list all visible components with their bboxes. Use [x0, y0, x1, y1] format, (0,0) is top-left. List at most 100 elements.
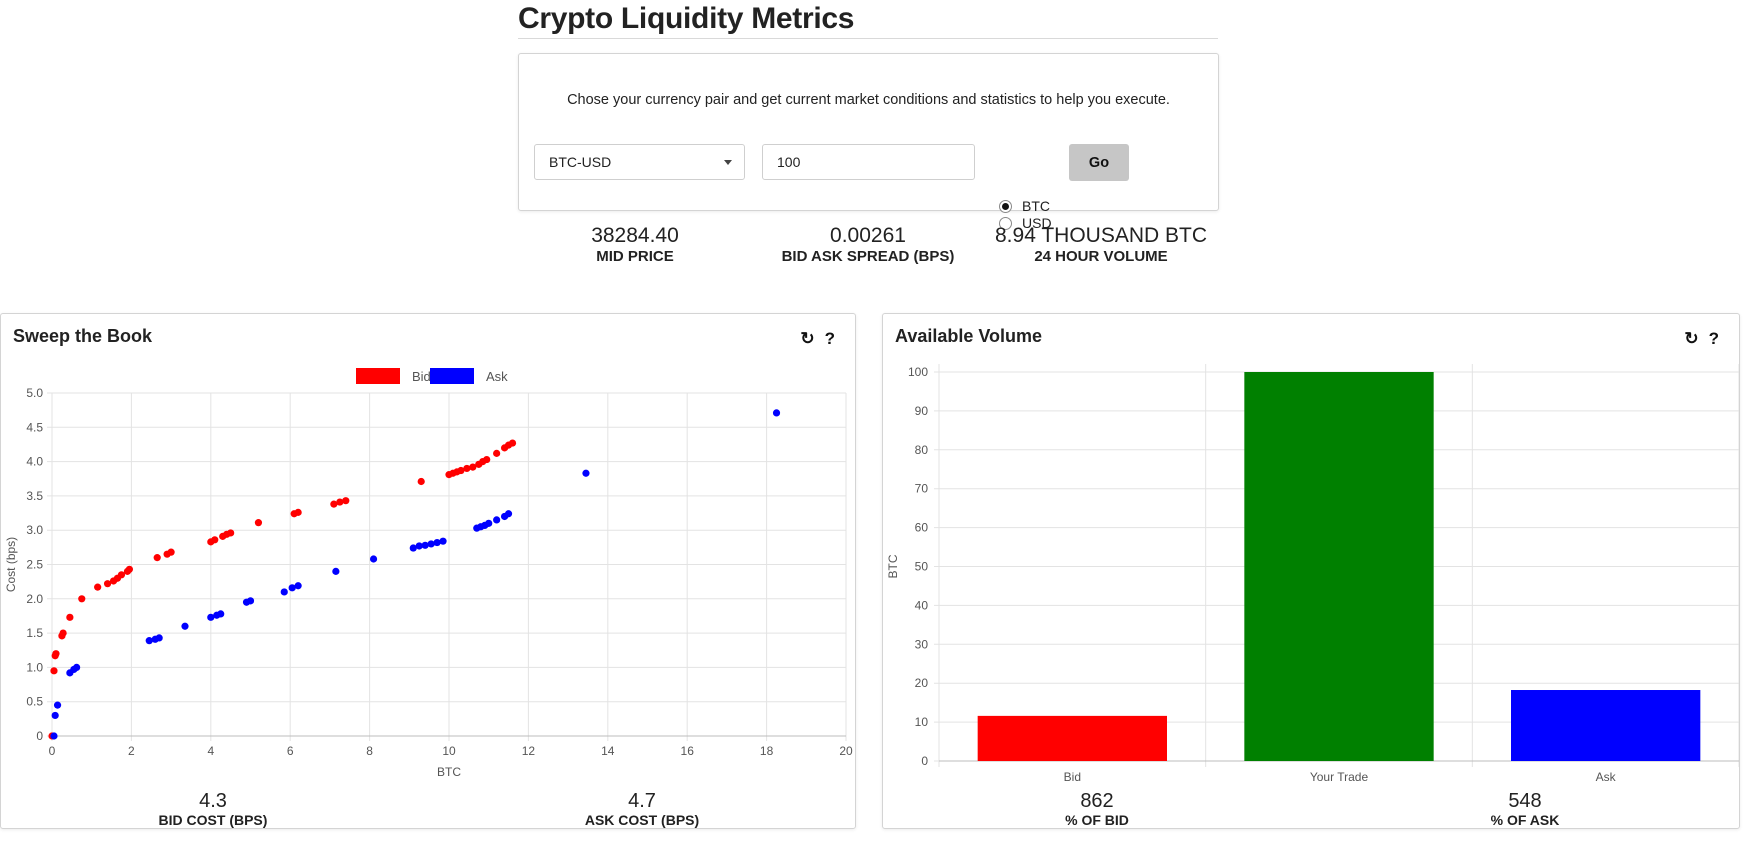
y-tick-label: 0.5 — [26, 695, 43, 709]
point-ask — [439, 537, 447, 545]
point-ask — [181, 622, 189, 630]
point-ask — [207, 613, 215, 621]
stat-mid-price: 38284.40 MID PRICE — [515, 224, 755, 266]
panel-tools: ↻ ? — [800, 330, 835, 348]
pct-of-bid-metric: 862 % OF BID — [997, 790, 1197, 828]
point-bid — [342, 497, 350, 505]
point-bid — [167, 548, 175, 556]
metric-value: 862 — [1080, 790, 1114, 812]
point-bid — [103, 580, 112, 588]
help-icon[interactable]: ? — [1708, 329, 1719, 348]
bar-your-trade — [1244, 372, 1434, 761]
bar-bid — [977, 715, 1167, 761]
metric-label: BID COST (BPS) — [158, 812, 268, 828]
x-tick-label: 4 — [207, 744, 214, 758]
currency-pair-select[interactable]: BTC-USD — [534, 144, 745, 180]
query-form-card: Chose your currency pair and get current… — [518, 53, 1219, 231]
point-ask — [288, 584, 296, 592]
unit-radio-usd[interactable] — [999, 216, 1012, 230]
y-axis-title: Cost (bps) — [4, 537, 18, 592]
y-tick-label: 50 — [915, 560, 929, 574]
panel-title: Available Volume — [895, 326, 1043, 346]
metric-label: ASK COST (BPS) — [584, 812, 700, 828]
point-ask — [485, 519, 493, 527]
point-bid — [417, 477, 425, 486]
point-ask — [50, 732, 58, 740]
point-bid — [125, 565, 134, 573]
y-tick-label: 0 — [921, 754, 928, 768]
point-bid — [117, 571, 126, 579]
y-tick-label: 1.5 — [26, 626, 43, 640]
amount-input[interactable] — [762, 144, 975, 180]
legend-label-ask: Ask — [486, 369, 508, 384]
point-ask — [433, 538, 441, 547]
y-tick-label: 100 — [908, 365, 928, 379]
volume-chart: 0 10 20 30 40 50 60 70 80 90 100 BTC Bid Your Trade As… — [886, 364, 1739, 784]
point-ask — [155, 634, 163, 642]
y-tick-label: 5.0 — [26, 386, 43, 400]
point-bid — [294, 508, 302, 516]
x-tick-label: 14 — [601, 744, 615, 758]
legend-label-bid: Bid — [412, 369, 431, 384]
y-tick-label: 60 — [915, 521, 929, 535]
y-tick-label: 0 — [36, 729, 43, 743]
y-tick-label: 90 — [915, 404, 929, 418]
refresh-icon[interactable]: ↻ — [1684, 329, 1699, 348]
point-ask — [145, 637, 153, 645]
stat-spread: 0.00261 BID ASK SPREAD (BPS) — [748, 224, 988, 266]
x-tick-label: 16 — [681, 744, 695, 758]
point-bid — [457, 466, 465, 475]
point-ask — [504, 510, 513, 518]
y-tick-label: 2.0 — [26, 592, 43, 606]
point-ask — [246, 597, 255, 605]
point-bid — [493, 449, 501, 457]
point-ask — [53, 701, 62, 709]
pct-of-ask-metric: 548 % OF ASK — [1425, 790, 1625, 828]
y-tick-label: 4.0 — [26, 455, 43, 469]
stat-value: 8.94 THOUSAND BTC — [995, 224, 1207, 247]
x-axis-title: BTC — [437, 765, 461, 779]
y-tick-label: 3.0 — [26, 523, 43, 537]
point-bid — [254, 519, 263, 527]
point-ask — [582, 469, 590, 477]
y-tick-label: 70 — [915, 482, 929, 496]
go-button[interactable]: Go — [1069, 144, 1129, 181]
x-tick-label: 10 — [442, 744, 456, 758]
ask-cost-metric: 4.7 ASK COST (BPS) — [542, 790, 742, 828]
unit-radio-usd-row[interactable]: USD — [999, 215, 1052, 231]
unit-radio-btc[interactable] — [999, 199, 1012, 213]
x-tick-label: 6 — [287, 744, 294, 758]
point-bid — [52, 650, 60, 658]
bid-cost-metric: 4.3 BID COST (BPS) — [113, 790, 313, 828]
x-tick-label: 2 — [128, 744, 135, 758]
stat-value: 0.00261 — [830, 224, 906, 247]
point-bid — [50, 667, 58, 675]
point-ask — [493, 516, 501, 524]
unit-radio-usd-label: USD — [1022, 215, 1052, 231]
point-bid — [336, 498, 344, 506]
panel-tools: ↻ ? — [1684, 330, 1719, 348]
help-icon[interactable]: ? — [824, 329, 835, 348]
refresh-icon[interactable]: ↻ — [800, 329, 815, 348]
point-bid — [94, 583, 102, 591]
point-ask — [73, 663, 81, 671]
metric-label: % OF ASK — [1490, 812, 1560, 828]
x-tick-label: 12 — [522, 744, 536, 758]
point-bid — [211, 536, 219, 544]
sweep-the-book-panel: Sweep the Book ↻ ? 0 2 4 6 8 10 12 14 16 18 20 0 0.5… — [0, 313, 856, 829]
y-tick-label: 4.5 — [26, 420, 43, 434]
point-bid — [227, 529, 235, 537]
stat-24h-volume: 8.94 THOUSAND BTC 24 HOUR VOLUME — [981, 224, 1221, 266]
point-ask — [421, 541, 429, 549]
legend-swatch-ask — [430, 368, 474, 384]
point-ask — [369, 555, 378, 563]
unit-radio-btc-row[interactable]: BTC — [999, 198, 1050, 214]
point-ask — [217, 610, 225, 618]
point-ask — [294, 582, 302, 590]
bar-ask — [1511, 690, 1701, 761]
x-tick-label: Bid — [1064, 770, 1081, 784]
y-tick-label: 2.5 — [26, 558, 43, 572]
point-ask — [415, 542, 423, 550]
point-bid — [469, 463, 477, 471]
y-tick-label: 30 — [915, 637, 929, 651]
